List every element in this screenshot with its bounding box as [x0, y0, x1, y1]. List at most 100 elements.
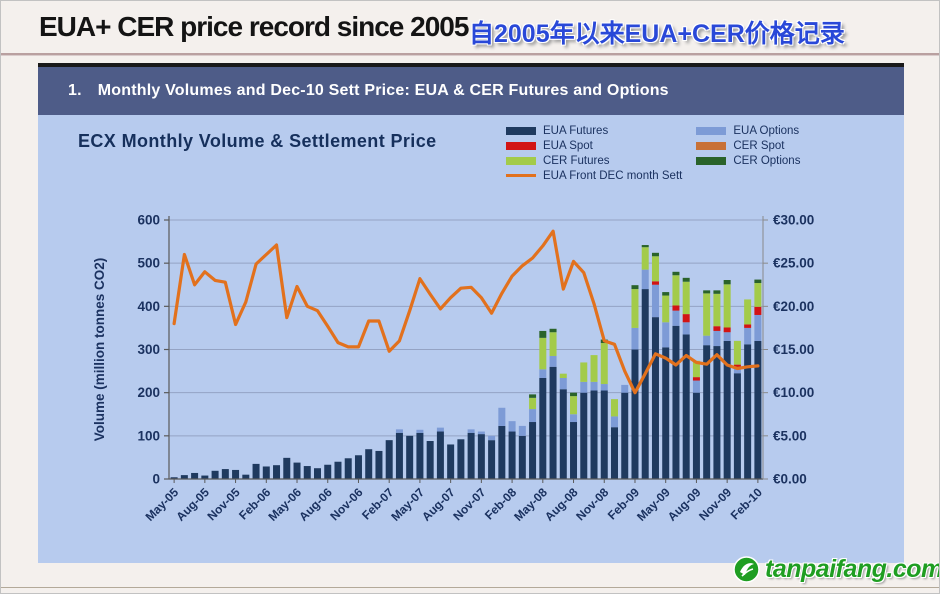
volume-bar-segment	[703, 293, 711, 336]
legend-label: EUA Options	[733, 124, 800, 137]
volume-bar-segment	[477, 434, 485, 479]
legend-label: EUA Front DEC month Sett	[543, 169, 683, 182]
volume-bar-segment	[600, 343, 608, 385]
legend-label: CER Options	[733, 154, 801, 167]
volume-bar-segment	[662, 322, 670, 348]
y-left-tick-label: 100	[137, 428, 160, 443]
volume-bar-segment	[273, 465, 281, 479]
y-left-tick-label: 400	[137, 299, 160, 314]
y-left-tick-label: 300	[137, 342, 160, 357]
volume-bar-segment	[672, 310, 680, 326]
volume-bar-segment	[682, 334, 690, 479]
y-left-tick-label: 500	[137, 256, 160, 271]
volume-bar-segment	[375, 450, 383, 479]
volume-bar-segment	[611, 416, 618, 428]
settlement-price-line	[172, 229, 760, 395]
volume-bar-segment	[744, 324, 752, 328]
volume-bar-segment	[457, 439, 465, 479]
volume-bar-segment	[703, 290, 711, 294]
legend-swatch	[696, 126, 727, 135]
volume-bar-segment	[365, 449, 373, 479]
y-right-tick-label: €0.00	[773, 472, 807, 487]
volume-bar-segment	[324, 464, 332, 479]
volume-bar-segment	[631, 285, 639, 290]
y-right-tick-label: €10.00	[773, 385, 814, 400]
y-right-tick-label: €5.00	[773, 428, 807, 443]
volume-bar-segment	[682, 322, 690, 335]
volume-bar-segment	[621, 384, 629, 393]
legend-label: CER Spot	[733, 139, 785, 152]
volume-bar-segment	[201, 475, 209, 479]
y-axis-title: Volume (million tonnes CO2)	[92, 258, 107, 442]
volume-bar-segment	[600, 390, 608, 479]
volume-bar-segment	[692, 360, 700, 378]
chart-title: ECX Monthly Volume & Settlement Price	[78, 131, 437, 151]
section-number: 1.	[68, 82, 82, 99]
x-tick-label: Aug-07	[419, 485, 458, 524]
volume-bar-segment	[672, 275, 680, 306]
volume-bar-segment	[395, 429, 403, 433]
section-heading: 1. Monthly Volumes and Dec-10 Sett Price…	[38, 67, 904, 115]
x-tick-label: Nov-08	[573, 485, 611, 523]
volume-bar-segment	[662, 295, 670, 323]
x-tick-label: Aug-09	[665, 485, 704, 524]
volume-bar-segment	[529, 394, 537, 398]
volume-bar-segment	[611, 427, 618, 479]
volume-bar-segment	[539, 330, 547, 338]
volume-bar-segment	[590, 355, 598, 382]
volume-bar-segment	[477, 431, 485, 435]
volume-bar-segment	[549, 355, 557, 367]
volume-bar-segment	[498, 425, 506, 479]
volume-bar-segment	[559, 377, 567, 390]
x-tick-label: Nov-07	[450, 485, 488, 523]
volume-bar-segment	[651, 317, 659, 480]
volume-bar-segment	[733, 340, 741, 365]
volume-bar-segment	[529, 397, 537, 410]
legend-swatch	[696, 156, 727, 165]
legend-item: EUA Front DEC month Sett	[506, 168, 682, 183]
volume-bar-segment	[692, 377, 700, 381]
legend-label: EUA Spot	[543, 139, 593, 152]
x-tick-label: May-07	[388, 485, 427, 524]
chart-area: 0 100 200 300 400 500 600 €0.00 €5.00 €10.00 €15.0…	[38, 115, 904, 563]
legend-item: EUA Spot	[506, 138, 682, 153]
volume-bar-segment	[518, 435, 526, 479]
x-tick-label: Aug-08	[542, 485, 581, 524]
page-title-chinese: 自2005年以来EUA+CER价格记录	[469, 20, 845, 48]
volume-bar-segment	[590, 390, 598, 479]
volume-bar-segment	[488, 440, 496, 479]
title-divider	[1, 53, 939, 56]
volume-bar-segment	[754, 314, 762, 341]
section-title: Monthly Volumes and Dec-10 Sett Price: E…	[97, 82, 669, 99]
volume-bar-segment	[600, 384, 608, 391]
volume-bar-segment	[303, 466, 311, 479]
volume-bar-segment	[682, 281, 690, 315]
volume-bar-segment	[754, 340, 762, 479]
volume-bar-segment	[723, 332, 731, 341]
volume-bar-segment	[662, 292, 670, 296]
volume-bar-segment	[191, 472, 199, 479]
volume-bar-segment	[406, 435, 414, 479]
volume-bar-segment	[641, 247, 649, 270]
volume-bar-segment	[395, 432, 403, 479]
volume-bar-segment	[641, 289, 649, 479]
volume-bar-segment	[211, 470, 219, 479]
volume-bar-segment	[651, 281, 659, 285]
volume-bar-segment	[354, 455, 362, 479]
volume-bar-segment	[723, 280, 731, 285]
volume-bar-segment	[232, 469, 240, 479]
volume-price-chart: 0 100 200 300 400 500 600 €0.00 €5.00 €10.00 €15.0…	[92, 213, 814, 524]
volume-bar-segment	[549, 332, 557, 356]
y-right-tick-label: €15.00	[773, 342, 814, 357]
volume-bar-segment	[631, 289, 639, 328]
legend-label: CER Futures	[543, 154, 610, 167]
volume-bar-segment	[703, 335, 711, 346]
volume-bar-segment	[744, 344, 752, 479]
y-right-tick-label: €20.00	[773, 299, 814, 314]
volume-bar-segment	[641, 269, 649, 290]
volume-bar-segment	[723, 284, 731, 328]
volume-bar-segment	[252, 463, 260, 479]
volume-bar-segment	[631, 327, 639, 350]
volume-bar-segment	[590, 381, 598, 391]
chart-legend: EUA Futures EUA Spot CER Futures EUA Front …	[506, 123, 800, 183]
